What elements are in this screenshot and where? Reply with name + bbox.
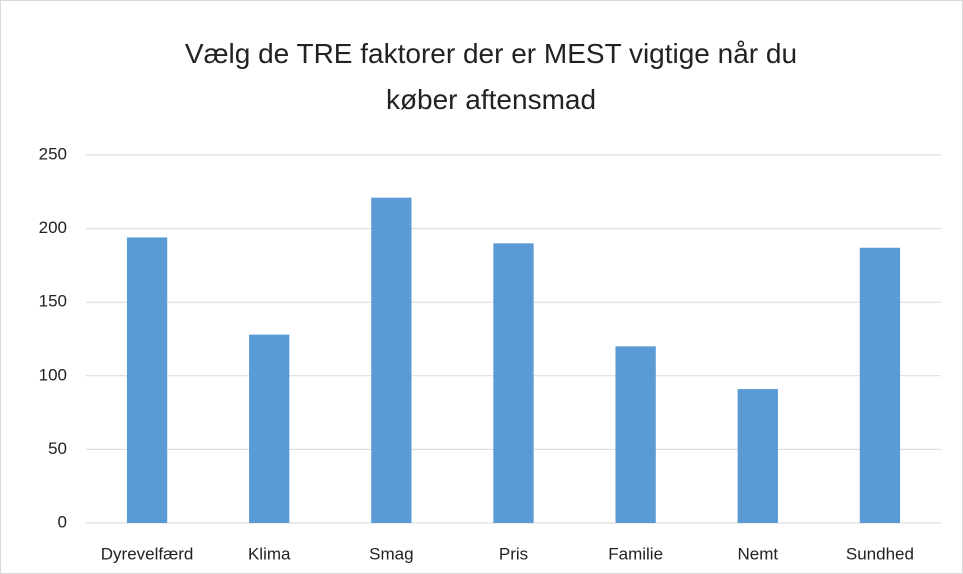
x-tick-label: Sundhed — [846, 544, 914, 563]
chart-title: Vælg de TRE faktorer der er MEST vigtige… — [184, 38, 798, 115]
bar — [493, 243, 534, 523]
bar — [615, 346, 656, 523]
x-tick-label: Klima — [248, 544, 291, 563]
bar — [126, 237, 168, 523]
x-tick-label: Nemt — [737, 544, 778, 563]
y-tick-label: 50 — [48, 439, 67, 458]
x-tick-label: Smag — [369, 544, 413, 563]
bar — [371, 197, 412, 524]
bar — [249, 334, 290, 523]
bar — [859, 247, 901, 523]
y-tick-label: 100 — [39, 365, 67, 384]
x-tick-label: Familie — [608, 544, 663, 563]
y-tick-label: 150 — [39, 292, 67, 311]
x-tick-label: Pris — [499, 544, 528, 563]
y-tick-label: 0 — [58, 512, 67, 531]
y-tick-label: 200 — [39, 218, 67, 237]
y-tick-label: 250 — [39, 144, 67, 163]
x-tick-label: Dyrevelfærd — [101, 544, 194, 563]
bar — [737, 389, 778, 523]
